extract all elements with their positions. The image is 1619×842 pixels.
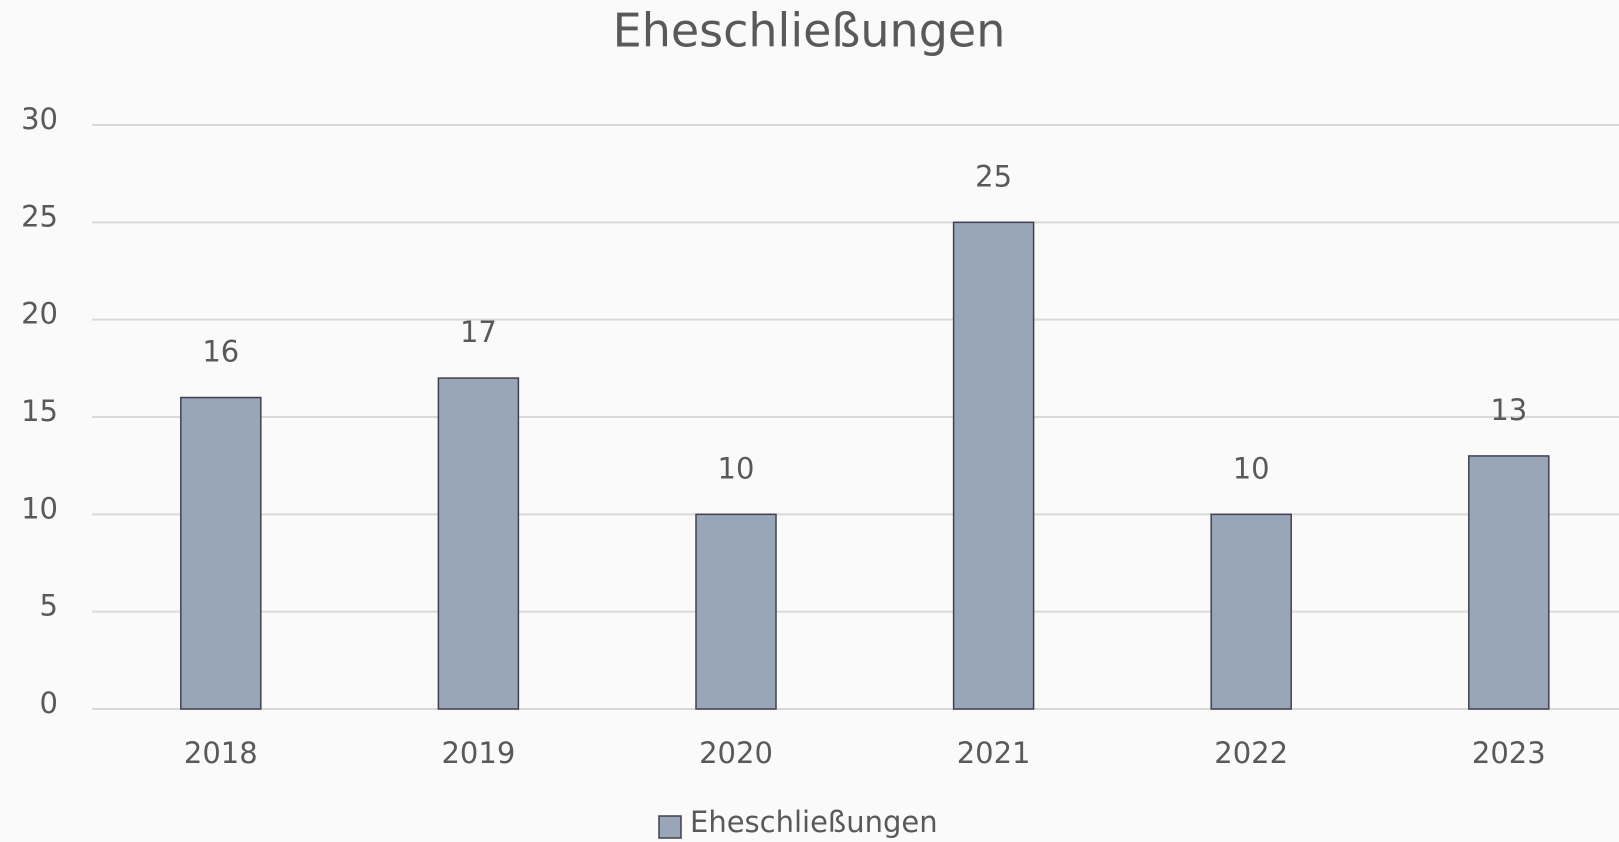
bar [695,513,777,710]
x-tick-label: 2018 [184,736,258,770]
x-tick-label: 2021 [957,736,1031,770]
bar [952,221,1035,710]
data-label: 17 [460,315,497,349]
y-tick-label: 10 [21,491,58,525]
data-label: 10 [718,451,755,485]
bar [1210,513,1292,710]
x-tick-label: 2022 [1214,736,1288,770]
data-label: 10 [1233,451,1270,485]
y-tick-label: 0 [40,686,58,720]
y-tick-label: 30 [21,102,58,136]
y-tick-label: 5 [40,589,58,623]
y-tick-label: 15 [21,394,58,428]
x-tick-label: 2019 [441,736,515,770]
chart-title: Eheschließungen [613,4,1006,58]
bar [437,377,520,710]
data-label: 16 [202,335,239,369]
y-tick-label: 20 [21,297,58,331]
bar [1468,455,1550,710]
bar [180,396,262,710]
x-tick-label: 2020 [699,736,773,770]
data-label: 13 [1490,393,1527,427]
legend-label: Eheschließungen [690,805,938,839]
y-tick-label: 25 [21,199,58,233]
x-tick-label: 2023 [1472,736,1546,770]
data-label: 25 [975,159,1012,193]
legend-swatch [658,815,682,839]
